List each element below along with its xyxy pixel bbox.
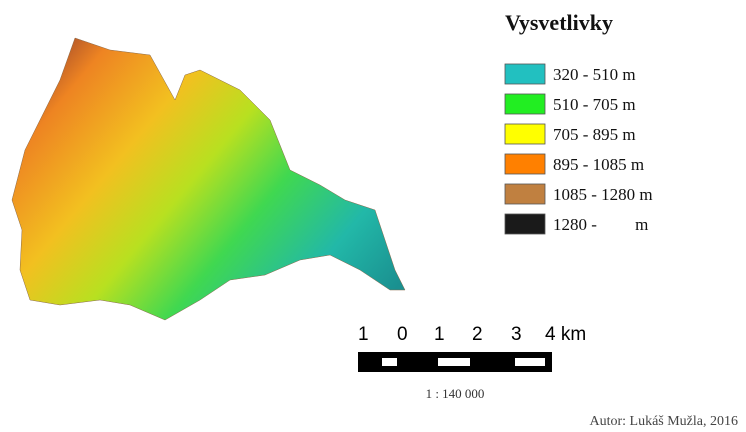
legend-swatch — [505, 154, 545, 174]
legend-title: Vysvetlivky — [505, 10, 613, 35]
scale-bar-segment — [382, 358, 397, 366]
scale-label: 3 — [511, 324, 522, 345]
scale-label: 0 — [397, 324, 408, 345]
legend-label: 1085 - 1280 m — [553, 185, 653, 204]
watershed-relief — [12, 38, 405, 320]
legend-label: 1280 - m — [553, 215, 648, 234]
scale-label: 1 — [358, 324, 369, 345]
legend-label: 510 - 705 m — [553, 95, 636, 114]
legend-swatch — [505, 94, 545, 114]
author: Autor: Lukáš Mužla, 2016 — [589, 414, 738, 429]
legend-swatch — [505, 214, 545, 234]
legend: 320 - 510 m 510 - 705 m 705 - 895 m 895 - 1… — [505, 64, 653, 234]
legend-label: 895 - 1085 m — [553, 155, 644, 174]
scale-bar-segment — [515, 358, 545, 366]
map-page: Vysvetlivky 320 - 510 m 510 - 705 m 705 - … — [0, 0, 746, 432]
legend-label: 320 - 510 m — [553, 65, 636, 84]
scale-bar-segment — [438, 358, 470, 366]
scale-label: 1 — [434, 324, 445, 345]
scale-label: 2 — [472, 324, 483, 345]
legend-label: 705 - 895 m — [553, 125, 636, 144]
legend-swatch — [505, 184, 545, 204]
scale-bar: 1 0 1 2 3 4 km — [358, 324, 586, 372]
legend-swatch — [505, 124, 545, 144]
scale-label: 4 km — [545, 324, 586, 345]
scale-ratio: 1 : 140 000 — [426, 386, 485, 401]
legend-swatch — [505, 64, 545, 84]
